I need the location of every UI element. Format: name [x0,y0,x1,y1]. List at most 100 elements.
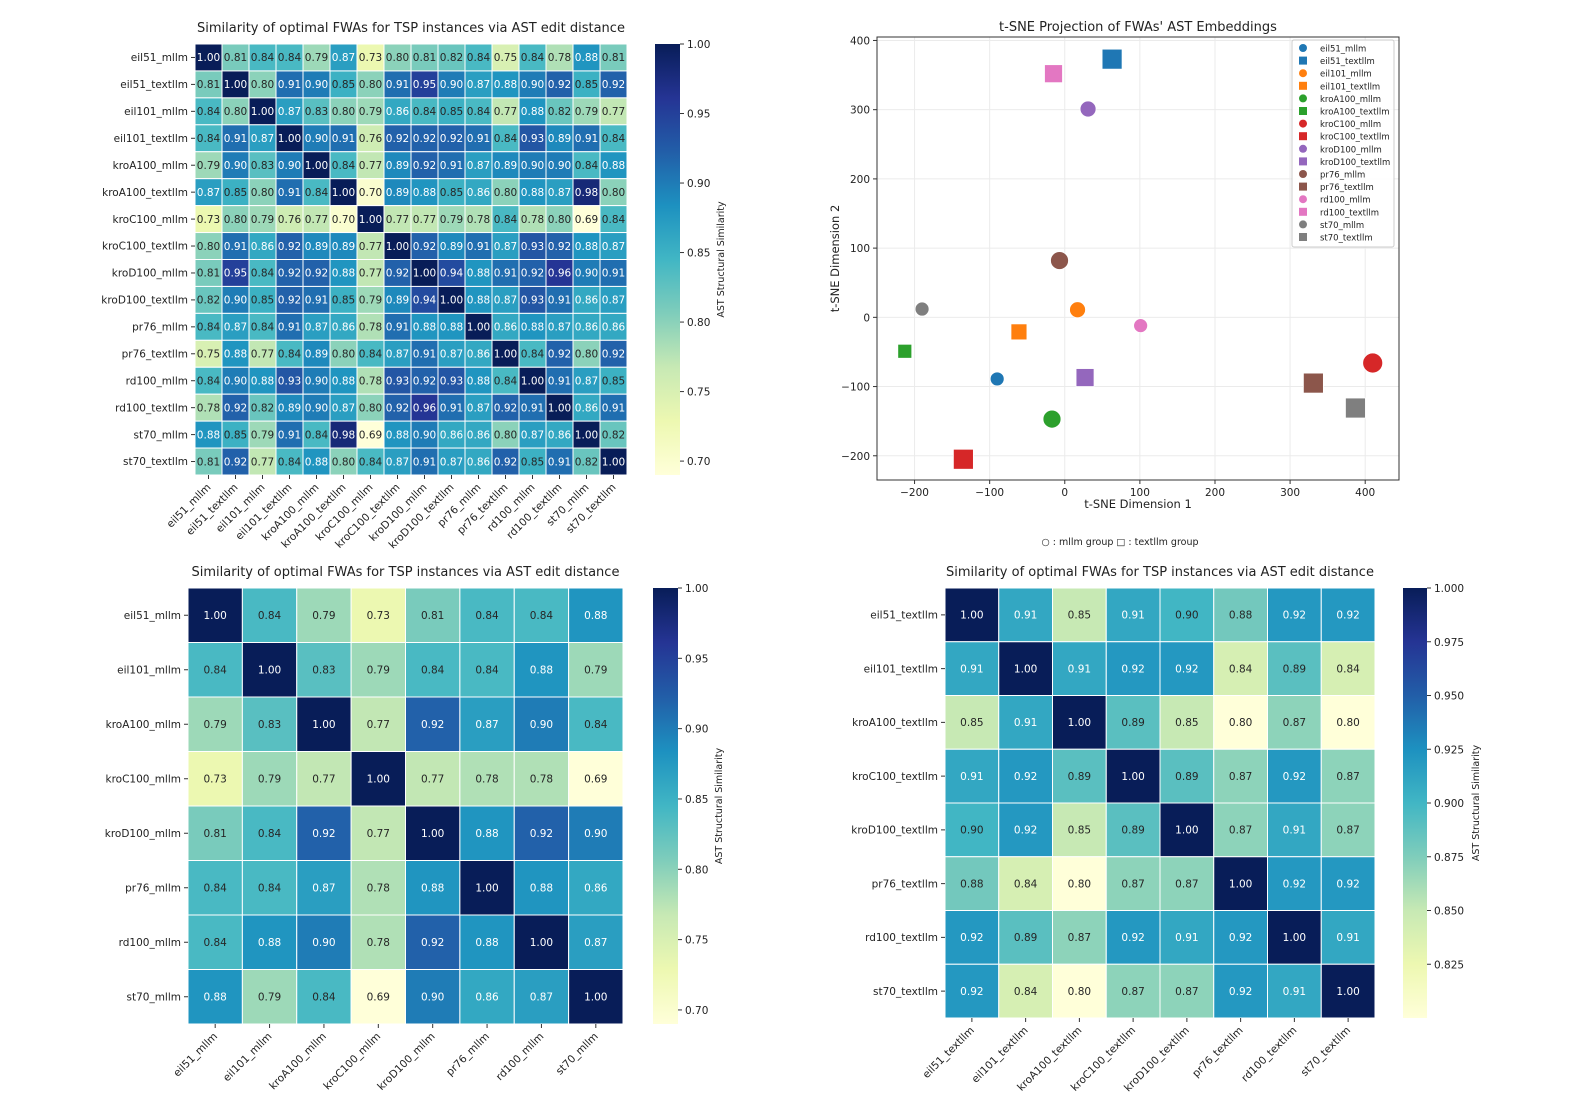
cell-value-label: 0.89 [278,402,301,414]
cell-value-label: 0.89 [1014,932,1037,944]
legend-marker [1299,119,1307,128]
cell-value-label: 0.87 [1175,986,1198,998]
heatmap-cell [356,178,385,207]
cell-value-label: 0.89 [386,295,409,307]
heatmap-cell [459,914,515,970]
cell-value-label: 0.86 [467,429,491,441]
heatmap-cell [275,151,304,180]
cell-value-label: 1.00 [467,322,490,334]
heatmap-cell [464,178,493,207]
cell-value-label: 1.00 [258,665,281,677]
x-tick-label: −100 [975,487,1004,499]
heatmap-cell [194,312,223,341]
cell-value-label: 0.93 [521,295,544,307]
cell-value-label: 0.79 [440,214,463,226]
cell-value-label: 1.00 [413,268,436,280]
colorbar-label: AST Structural Similarity [1471,744,1482,861]
cell-value-label: 0.91 [440,402,463,414]
heatmap-cell [1320,910,1376,965]
cell-value-label: 0.91 [548,456,571,468]
heatmap-cell [459,860,515,916]
cell-value-label: 0.90 [413,429,436,441]
cell-value-label: 0.87 [548,322,571,334]
cell-value-label: 0.86 [440,429,464,441]
cell-value-label: 0.92 [1121,663,1144,675]
cell-value-label: 1.00 [1121,771,1144,783]
cell-value-label: 0.92 [312,828,335,840]
cell-value-label: 0.92 [224,456,247,468]
heatmap-cell [518,393,547,422]
colorbar-tick-label: 0.70 [685,1005,708,1017]
legend-marker [1299,170,1307,178]
heatmap-cell [1159,802,1215,858]
cell-value-label: 0.88 [960,878,983,890]
cell-value-label: 0.88 [521,322,544,334]
cell-value-label: 0.95 [413,79,436,91]
heatmap-cell [356,205,385,234]
heatmap-cell [275,97,304,126]
cell-value-label: 0.82 [197,295,220,307]
cell-value-label: 0.77 [602,106,625,118]
heatmap-cell [998,641,1053,696]
cell-value-label: 1.00 [1283,932,1306,944]
heatmap-cell [275,70,304,99]
cell-value-label: 0.77 [359,241,382,253]
heatmap-cell [356,366,385,395]
cell-value-label: 0.88 [467,375,490,387]
heatmap-cell [329,312,358,341]
heatmap-cell [1213,695,1268,750]
legend-label: eil51_mllm [1320,45,1366,55]
cell-value-label: 0.80 [386,52,409,64]
colorbar-tick-label: 1.00 [685,583,708,595]
cell-value-label: 0.77 [305,214,328,226]
heatmap-cell [221,312,250,341]
y-tick-label: eil101_mllm [117,664,181,676]
heatmap-cell [405,969,461,1025]
cell-value-label: 0.87 [440,456,463,468]
cell-value-label: 0.83 [251,160,274,172]
cell-value-label: 0.79 [584,665,607,677]
cell-value-label: 0.83 [258,719,281,731]
legend-marker [1299,81,1307,90]
heatmap-cell [221,393,250,422]
cell-value-label: 0.81 [421,610,444,622]
heatmap-cell [194,285,223,314]
heatmap-cell [329,43,358,72]
cell-value-label: 0.90 [224,375,247,387]
cell-value-label: 0.91 [521,402,544,414]
heatmap-cell [296,805,352,861]
cell-value-label: 0.79 [575,106,598,118]
cell-value-label: 0.84 [258,610,282,622]
legend-label: kroA100_textllm [1320,108,1390,118]
y-tick-label: st70_mllm [127,991,182,1003]
heatmap-cell [464,259,493,287]
cell-value-label: 0.90 [521,79,544,91]
cell-value-label: 0.90 [224,295,247,307]
cell-value-label: 0.98 [575,187,598,199]
y-tick-label: kroA100_textllm [852,717,938,729]
cell-value-label: 0.82 [575,456,598,468]
legend-label: eil51_textllm [1320,57,1375,67]
heatmap-cell [464,285,493,314]
heatmap-cell [275,232,304,260]
point-st70_mllm [914,301,930,317]
cell-value-label: 1.00 [203,610,226,622]
cell-value-label: 0.84 [278,349,302,361]
legend-marker [1299,207,1307,216]
legend-label: rd100_mllm [1320,196,1371,206]
cell-value-label: 0.81 [203,828,226,840]
colorbar-tick-label: 0.85 [685,794,708,806]
heatmap-cell [383,393,412,422]
heatmap-cell [491,420,520,449]
heatmap-cell [329,259,358,287]
heatmap-cell [1052,748,1107,804]
x-tick-label: eil51_mllm [171,1030,220,1079]
cell-value-label: 0.92 [421,719,444,731]
cell-value-label: 0.84 [305,187,329,199]
x-tick-label: rd100_textllm [1239,1024,1299,1084]
cell-value-label: 0.79 [203,719,226,731]
cell-value-label: 0.94 [440,268,464,280]
cell-value-label: 0.92 [440,133,463,145]
cell-value-label: 0.91 [224,241,247,253]
cell-value-label: 0.85 [224,429,247,441]
